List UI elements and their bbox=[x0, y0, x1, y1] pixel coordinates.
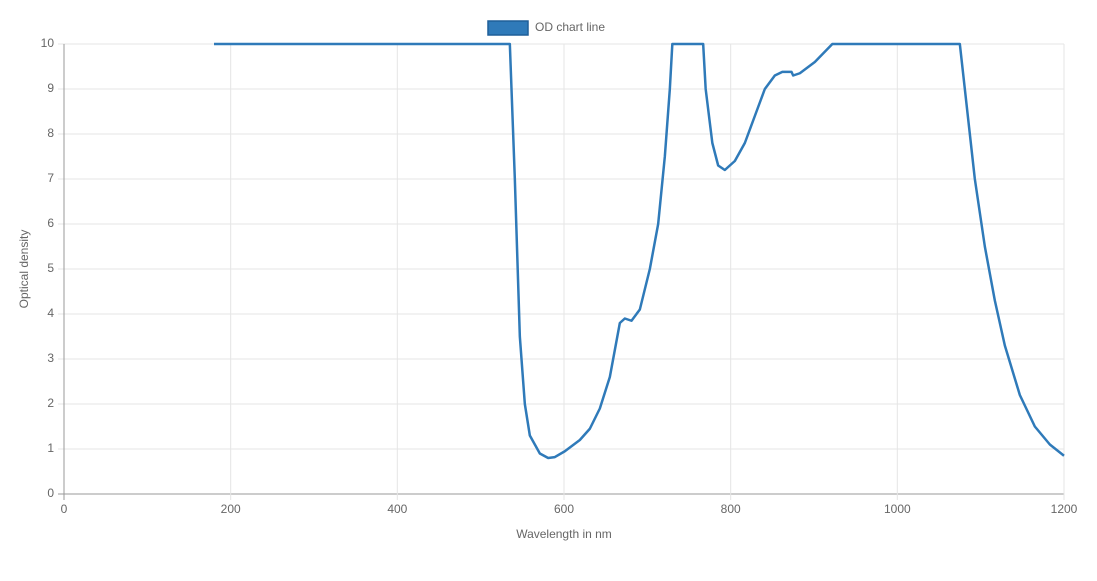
y-tick-label: 8 bbox=[47, 126, 54, 140]
y-tick-label: 2 bbox=[47, 396, 54, 410]
y-tick-label: 4 bbox=[47, 306, 54, 320]
y-tick-label: 7 bbox=[47, 171, 54, 185]
legend-swatch bbox=[487, 20, 529, 36]
x-axis-title: Wavelength in nm bbox=[516, 527, 612, 541]
x-tick-label: 600 bbox=[554, 502, 574, 516]
x-tick-label: 400 bbox=[387, 502, 407, 516]
y-tick-label: 6 bbox=[47, 216, 54, 230]
y-tick-label: 9 bbox=[47, 81, 54, 95]
y-tick-label: 10 bbox=[41, 36, 55, 50]
y-tick-label: 0 bbox=[47, 486, 54, 500]
y-tick-label: 5 bbox=[47, 261, 54, 275]
x-tick-label: 200 bbox=[221, 502, 241, 516]
x-tick-label: 1200 bbox=[1051, 502, 1078, 516]
x-tick-label: 800 bbox=[721, 502, 741, 516]
y-tick-label: 3 bbox=[47, 351, 54, 365]
y-axis-title: Optical density bbox=[17, 230, 31, 309]
legend-label: OD chart line bbox=[535, 20, 605, 34]
y-tick-label: 1 bbox=[47, 441, 54, 455]
x-tick-label: 1000 bbox=[884, 502, 911, 516]
data-line bbox=[214, 42, 1065, 460]
x-tick-label: 0 bbox=[61, 502, 68, 516]
